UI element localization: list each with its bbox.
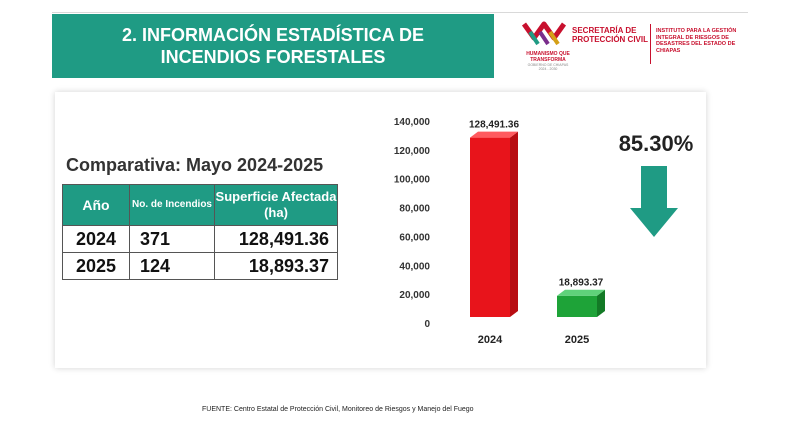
secretaria-text: SECRETARÍA DE PROTECCIÓN CIVIL (572, 26, 649, 44)
y-tick-label: 140,000 (394, 117, 431, 128)
cell-year: 2025 (62, 252, 130, 280)
y-tick-label: 120,000 (394, 146, 431, 157)
y-tick-label: 60,000 (399, 232, 430, 243)
bar-top-2024 (470, 131, 518, 138)
change-percent-label: 85.30% (619, 131, 694, 156)
data-label: 18,893.37 (559, 278, 604, 289)
data-label: 128,491.36 (469, 120, 519, 131)
bar-2025 (557, 295, 597, 317)
x-tick-label: 2024 (478, 334, 503, 346)
header-superficie: Superficie Afectada (ha) (214, 184, 338, 226)
logo-group: HUMANISMO QUE TRANSFORMA GOBIERNO DE CHI… (510, 18, 748, 74)
y-tick-label: 20,000 (399, 290, 430, 301)
top-divider (52, 12, 748, 13)
table-row: 2024 371 128,491.36 (62, 225, 338, 253)
header-title-line2: INCENDIOS FORESTALES (160, 47, 386, 67)
comparison-title: Comparativa: Mayo 2024-2025 (66, 155, 324, 175)
logo-divider (650, 24, 651, 64)
cell-incendios: 371 (129, 225, 215, 253)
x-tick-label: 2025 (565, 334, 589, 346)
comparison-table: Año No. de Incendios Superficie Afectada… (62, 184, 338, 280)
section-header: 2. INFORMACIÓN ESTADÍSTICA DE INCENDIOS … (52, 14, 494, 78)
y-tick-label: 80,000 (399, 204, 430, 215)
cell-superficie: 18,893.37 (214, 252, 338, 280)
table-row: 2025 124 18,893.37 (62, 252, 338, 280)
bar-side-2025 (597, 289, 605, 317)
y-tick-label: 0 (424, 319, 430, 330)
cell-incendios: 124 (129, 252, 215, 280)
bar-top-2025 (557, 289, 605, 296)
cell-superficie: 128,491.36 (214, 225, 338, 253)
gobierno-text: GOBIERNO DE CHIAPAS 2024 - 2030 (516, 63, 580, 71)
humanismo-text: HUMANISMO QUE TRANSFORMA (526, 51, 570, 63)
bar-side-2024 (510, 131, 518, 317)
y-tick-label: 40,000 (399, 261, 430, 272)
source-note: FUENTE: Centro Estatal de Protección Civ… (202, 406, 474, 413)
humanismo-logo-icon (521, 21, 567, 46)
bar-2024 (470, 137, 510, 317)
header-title-line1: 2. INFORMACIÓN ESTADÍSTICA DE (121, 25, 424, 45)
instituto-text: INSTITUTO PARA LA GESTIÓN INTEGRAL DE RI… (656, 28, 737, 54)
gobierno-years: 2024 - 2030 (538, 67, 558, 71)
down-arrow-icon (630, 166, 678, 237)
header-incendios: No. de Incendios (129, 184, 215, 226)
y-tick-label: 100,000 (394, 175, 431, 186)
gobierno-name: GOBIERNO DE CHIAPAS (527, 63, 569, 67)
